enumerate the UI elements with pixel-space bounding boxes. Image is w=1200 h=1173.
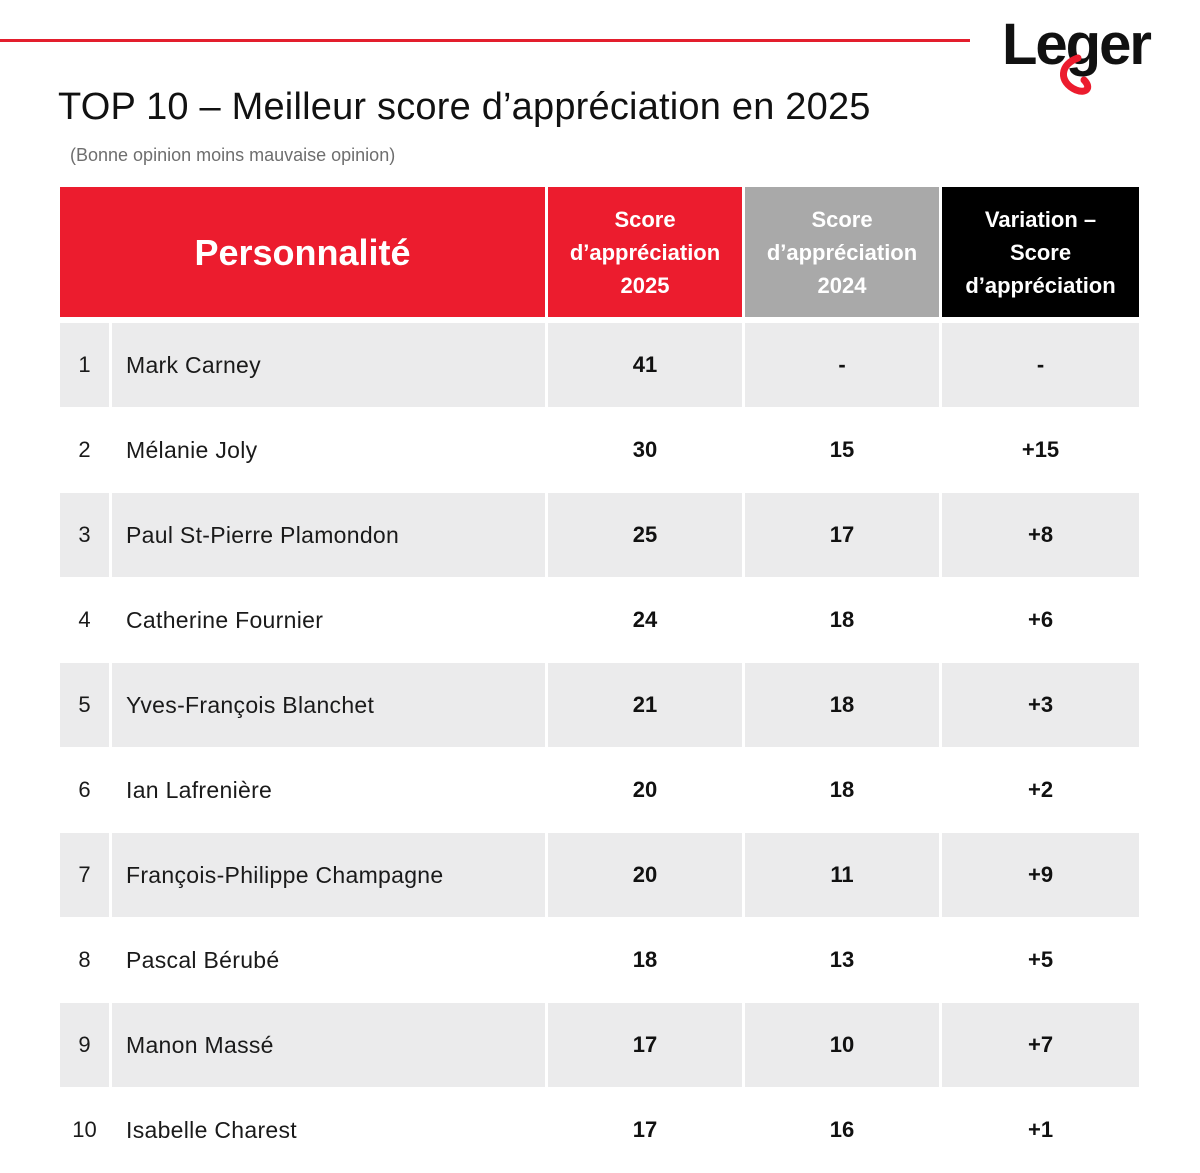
score-2024-cell: 13 xyxy=(745,918,943,1003)
score-2025-cell: 24 xyxy=(548,578,746,663)
header-score-2024: Score d’appréciation 2024 xyxy=(745,187,943,317)
header-score-2025: Score d’appréciation 2025 xyxy=(548,187,746,317)
table-row: 3 Paul St-Pierre Plamondon 25 17 +8 xyxy=(60,493,1140,578)
header-variation: Variation – Score d’appréciation xyxy=(942,187,1140,317)
ranking-table: Personnalité Score d’appréciation 2025 S… xyxy=(60,187,1140,1173)
logo-swash xyxy=(1060,54,1092,95)
score-2025-cell: 18 xyxy=(548,918,746,1003)
score-2025-cell: 21 xyxy=(548,663,746,748)
score-2024-cell: 16 xyxy=(745,1088,943,1173)
score-2025-cell: 20 xyxy=(548,748,746,833)
rank-cell: 10 xyxy=(60,1088,112,1173)
table-row: 1 Mark Carney 41 - - xyxy=(60,323,1140,408)
table-row: 5 Yves-François Blanchet 21 18 +3 xyxy=(60,663,1140,748)
header-2024-line: Score xyxy=(811,206,873,232)
name-cell: Manon Massé xyxy=(112,1003,549,1088)
score-2025-cell: 17 xyxy=(548,1003,746,1088)
rank-cell: 4 xyxy=(60,578,112,663)
name-cell: Catherine Fournier xyxy=(112,578,549,663)
header-2025-line: d’appréciation xyxy=(569,239,721,265)
score-2025-cell: 20 xyxy=(548,833,746,918)
ranking-table-container: Personnalité Score d’appréciation 2025 S… xyxy=(60,187,1140,1173)
variation-cell: +7 xyxy=(942,1003,1140,1088)
leger-logo: Leger xyxy=(1002,12,1153,95)
header-rule xyxy=(0,39,970,42)
variation-cell: +3 xyxy=(942,663,1140,748)
header-variation-line: d’appréciation xyxy=(965,272,1116,298)
header-variation-line: Score xyxy=(1009,239,1072,265)
variation-cell: +6 xyxy=(942,578,1140,663)
score-2024-cell: 18 xyxy=(745,578,943,663)
score-2024-cell: 18 xyxy=(745,748,943,833)
variation-cell: +9 xyxy=(942,833,1140,918)
variation-cell: +2 xyxy=(942,748,1140,833)
rank-cell: 5 xyxy=(60,663,112,748)
table-row: 9 Manon Massé 17 10 +7 xyxy=(60,1003,1140,1088)
rank-cell: 1 xyxy=(60,323,112,408)
rank-cell: 2 xyxy=(60,408,112,493)
variation-cell: +1 xyxy=(942,1088,1140,1173)
header-2025-line: 2025 xyxy=(620,272,670,298)
score-2024-cell: 11 xyxy=(745,833,943,918)
score-2024-cell: 10 xyxy=(745,1003,943,1088)
name-cell: Paul St-Pierre Plamondon xyxy=(112,493,549,578)
header-2024-line: d’appréciation xyxy=(766,239,918,265)
header-variation-line: Variation – xyxy=(984,206,1097,232)
variation-cell: +8 xyxy=(942,493,1140,578)
table-row: 10 Isabelle Charest 17 16 +1 xyxy=(60,1088,1140,1173)
rank-cell: 6 xyxy=(60,748,112,833)
variation-cell: - xyxy=(942,323,1140,408)
score-2024-cell: 18 xyxy=(745,663,943,748)
variation-cell: +15 xyxy=(942,408,1140,493)
header-2025-line: Score xyxy=(614,206,676,232)
table-header-row: Personnalité Score d’appréciation 2025 S… xyxy=(60,187,1140,317)
name-cell: Ian Lafrenière xyxy=(112,748,549,833)
rank-cell: 8 xyxy=(60,918,112,1003)
name-cell: Mark Carney xyxy=(112,323,549,408)
name-cell: Yves-François Blanchet xyxy=(112,663,549,748)
header-personnalite: Personnalité xyxy=(60,187,549,317)
page-subtitle: (Bonne opinion moins mauvaise opinion) xyxy=(70,145,396,165)
name-cell: François-Philippe Champagne xyxy=(112,833,549,918)
name-cell: Mélanie Joly xyxy=(112,408,549,493)
score-2025-cell: 41 xyxy=(548,323,746,408)
name-cell: Pascal Bérubé xyxy=(112,918,549,1003)
name-cell: Isabelle Charest xyxy=(112,1088,549,1173)
table-row: 8 Pascal Bérubé 18 13 +5 xyxy=(60,918,1140,1003)
score-2024-cell: - xyxy=(745,323,943,408)
table-row: 6 Ian Lafrenière 20 18 +2 xyxy=(60,748,1140,833)
logo-text: Leger xyxy=(1002,12,1151,77)
table-row: 2 Mélanie Joly 30 15 +15 xyxy=(60,408,1140,493)
rank-cell: 9 xyxy=(60,1003,112,1088)
score-2025-cell: 30 xyxy=(548,408,746,493)
score-2025-cell: 17 xyxy=(548,1088,746,1173)
variation-cell: +5 xyxy=(942,918,1140,1003)
rank-cell: 3 xyxy=(60,493,112,578)
score-2024-cell: 17 xyxy=(745,493,943,578)
header-2024-line: 2024 xyxy=(817,272,867,298)
score-2025-cell: 25 xyxy=(548,493,746,578)
rank-cell: 7 xyxy=(60,833,112,918)
table-row: 7 François-Philippe Champagne 20 11 +9 xyxy=(60,833,1140,918)
page-title: TOP 10 – Meilleur score d’appréciation e… xyxy=(58,86,871,128)
table-row: 4 Catherine Fournier 24 18 +6 xyxy=(60,578,1140,663)
score-2024-cell: 15 xyxy=(745,408,943,493)
